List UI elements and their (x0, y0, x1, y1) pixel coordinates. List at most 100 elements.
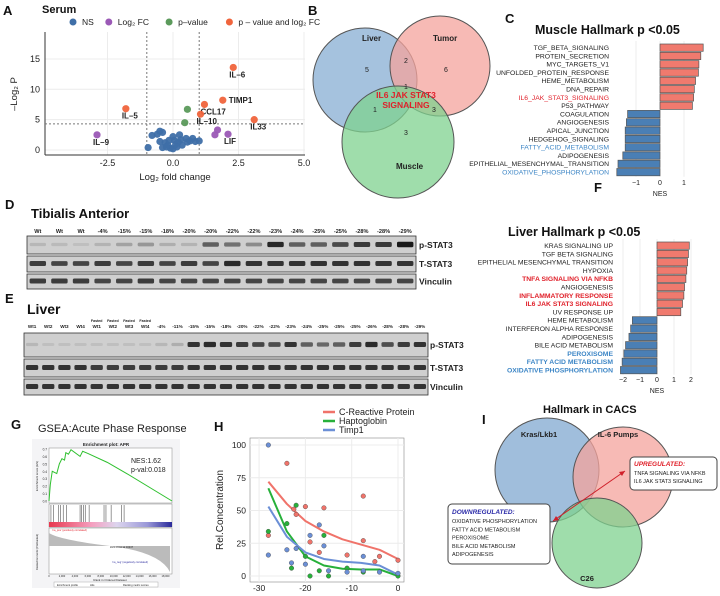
nes-bar (624, 134, 661, 143)
blot-band (122, 365, 136, 370)
panel-label-b: B (308, 3, 318, 18)
x-axis-label: NES (650, 388, 665, 395)
data-point (211, 131, 219, 139)
blot-band (90, 383, 103, 390)
point-label: IL–6 (229, 70, 246, 79)
blot-band (219, 341, 233, 348)
blot-band (268, 364, 281, 371)
muscle-hallmark-title: Muscle Hallmark p <0.05 (535, 23, 680, 37)
downregulated-item: PEROXISOME (452, 536, 489, 542)
fasted-label: Fasted (107, 319, 119, 323)
y-tick-label: 10 (30, 84, 40, 94)
blot-band (137, 261, 155, 266)
venn-highlight: SIGNALING (382, 100, 430, 110)
point-label: LIF (224, 137, 236, 146)
point-label: IL–5 (122, 112, 139, 121)
x-tick-label: 5.0 (298, 158, 311, 168)
nes-bar (624, 126, 661, 135)
data-point (293, 502, 299, 508)
nes-bar (659, 76, 696, 85)
blot-row-label: Vinculin (419, 277, 452, 287)
legend-marker (225, 18, 233, 26)
y-tick-label: 0 (35, 145, 40, 155)
x-tick-label: 1 (682, 180, 686, 187)
nes-bar (626, 118, 661, 127)
downregulated-box (447, 503, 551, 565)
liver-hallmark-title: Liver Hallmark p <0.05 (508, 225, 641, 239)
lane-label: -28% (398, 324, 409, 329)
blot-band (300, 342, 313, 347)
y-tick-label: 100 (232, 440, 246, 450)
blot-band (349, 383, 362, 390)
nes-bar (656, 241, 690, 250)
blot-band (187, 364, 200, 371)
blot-band (29, 242, 47, 247)
nes-bar (624, 143, 661, 152)
lane-label: -24% (301, 324, 312, 329)
rank-tick-label: 18,000 (162, 574, 170, 578)
data-point (195, 137, 203, 145)
y-tick-label: 25 (237, 538, 247, 548)
blot-band (300, 383, 313, 390)
rank-axis-label: Rank in Ordered Dataset (93, 578, 126, 582)
legend-label: NS (82, 17, 94, 27)
blot-band (203, 383, 216, 390)
lane-label: -18% (221, 324, 232, 329)
blot-band (349, 364, 362, 371)
lane-label: Wt1 (93, 324, 102, 329)
upregulated-title: UPREGULATED: (634, 461, 685, 468)
data-point (316, 522, 322, 528)
zero-cross-label: Zero cross at 10247 (110, 545, 134, 549)
es-tick-label: 0.0 (43, 500, 48, 504)
neg-label: 'na_neg' (negatively correlated) (112, 560, 148, 564)
blot-band (236, 342, 249, 347)
blot-band (122, 342, 136, 347)
rank-tick-label: 0 (48, 574, 50, 578)
blot-band (332, 383, 346, 390)
data-point (360, 553, 366, 559)
nes-bar (631, 316, 658, 325)
lane-label: -20% (237, 324, 248, 329)
pathway-label: DNA_REPAIR (566, 87, 609, 94)
blot-band (396, 260, 414, 267)
blot-band (25, 383, 39, 390)
pathway-label: ADIPOGENESIS (562, 334, 614, 341)
pathway-label: HEME METABOLISM (547, 318, 613, 325)
blot-band (58, 342, 71, 347)
lane-label: -22% (247, 229, 260, 235)
blot-band (25, 342, 39, 347)
data-point (360, 493, 366, 499)
blot-band (51, 261, 68, 266)
lane-label: -26% (366, 324, 377, 329)
lane-label: -4% (157, 324, 165, 329)
data-point (219, 96, 227, 104)
blot-band (284, 364, 297, 371)
blot-band (180, 278, 198, 284)
pathway-label: MYC_TARGETS_V1 (546, 62, 609, 69)
x-tick-label: −2 (619, 377, 627, 384)
x-axis-label: NES (653, 191, 668, 198)
arrow-head (553, 516, 559, 521)
blot-band (316, 342, 330, 347)
x-tick-label: 0 (655, 377, 659, 384)
nes-bar (617, 159, 661, 168)
rank-heatbar (49, 522, 172, 527)
lane-label: -22% (269, 324, 280, 329)
pathway-label: IL6 JAK STAT3 SIGNALING (526, 301, 613, 308)
pathway-label: FATTY ACID METABOLISM (527, 359, 614, 366)
blot-band (396, 278, 414, 284)
data-point (307, 539, 313, 545)
blot-band (224, 278, 241, 284)
pathway-label: HYPOXIA (583, 268, 614, 275)
nes-bar (625, 341, 658, 350)
blot-band (106, 383, 120, 390)
blot-band (396, 241, 414, 248)
connector-arrow (552, 470, 626, 522)
x-tick-label: 0 (396, 583, 401, 593)
pathway-label: UNFOLDED_PROTEIN_RESPONSE (496, 70, 609, 77)
pathway-label: COAGULATION (560, 111, 609, 118)
lane-label: -25% (350, 324, 361, 329)
lane-label: Wt3 (60, 324, 69, 329)
nes-bar (620, 366, 658, 375)
data-point (293, 545, 299, 551)
